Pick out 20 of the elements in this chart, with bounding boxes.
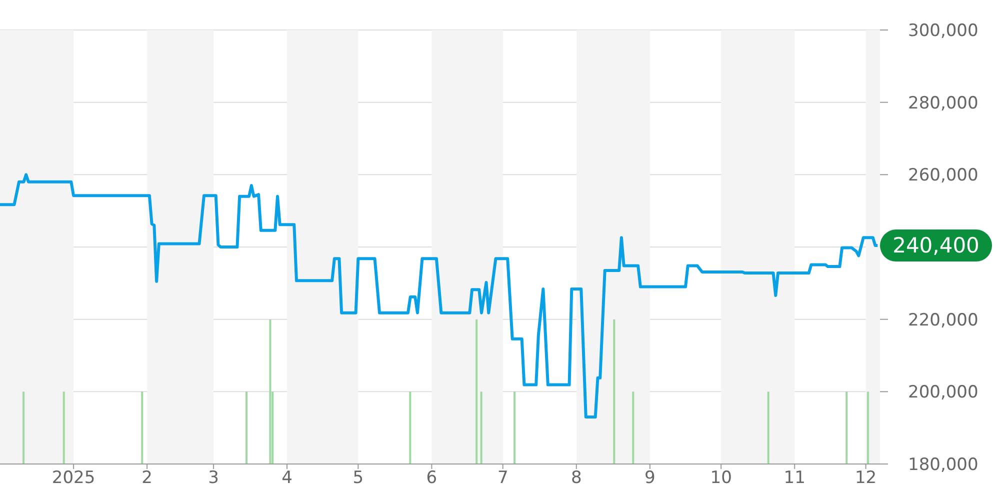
x-tick-label: 11 (784, 468, 806, 488)
x-tick-label: 7 (497, 468, 508, 488)
x-tick-label: 4 (282, 468, 292, 488)
y-tick-label: 260,000 (908, 166, 978, 186)
y-tick-label: 220,000 (908, 310, 978, 330)
x-tick-label: 8 (570, 468, 582, 488)
x-tick-label: 3 (208, 468, 219, 488)
x-tick-label: 5 (352, 468, 364, 488)
y-tick-label: 200,000 (908, 382, 978, 403)
x-tick-label: 6 (426, 468, 438, 488)
x-tick-label: 2025 (52, 468, 96, 488)
x-tick-label: 10 (710, 468, 732, 488)
y-tick-label: 300,000 (908, 21, 978, 42)
y-tick-label: 180,000 (908, 455, 978, 476)
line-series (0, 173, 880, 418)
y-tick-label: 280,000 (908, 93, 978, 114)
x-tick-label: 2 (142, 468, 152, 488)
x-tick-label: 9 (644, 468, 656, 488)
x-tick-label: 12 (854, 468, 877, 488)
annotation: 240,400 (892, 234, 980, 258)
